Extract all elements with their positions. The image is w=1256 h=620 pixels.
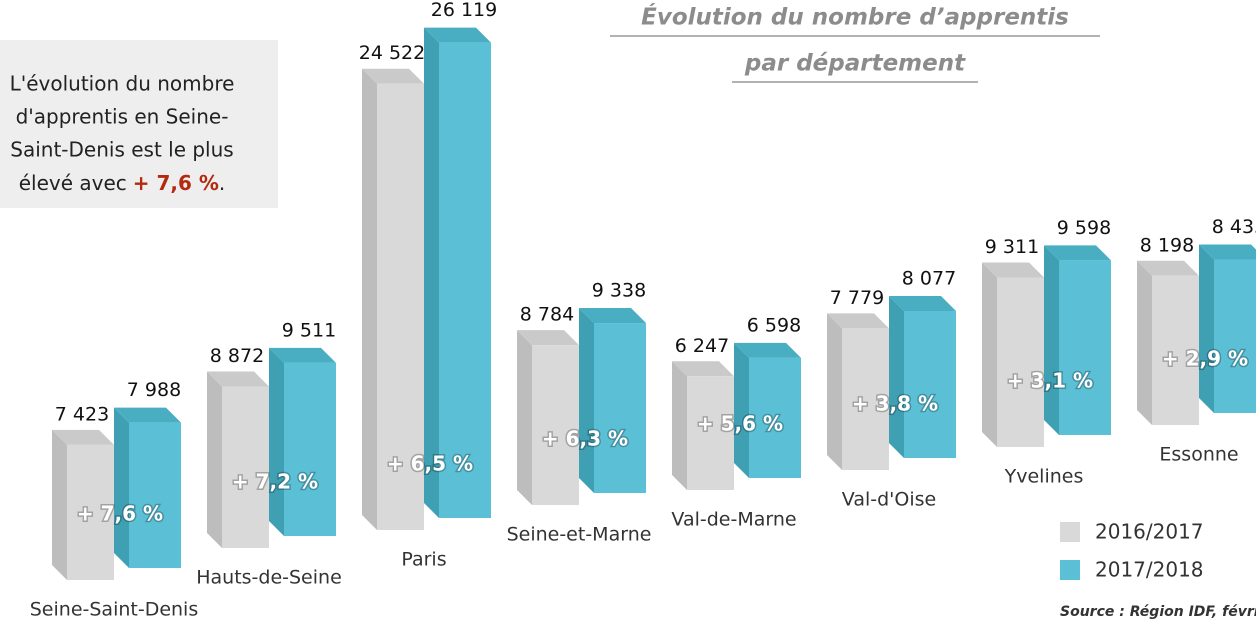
bar-top — [1044, 245, 1111, 261]
bar — [687, 376, 734, 490]
box-text: L'évolution du nombre — [10, 72, 235, 96]
bar-side — [1044, 245, 1059, 435]
bar-side — [982, 262, 997, 447]
bar-side — [827, 313, 842, 470]
bar-top — [424, 27, 491, 43]
bar-top — [207, 371, 269, 387]
growth-label: + 7,6 % — [77, 502, 163, 526]
growth-label: + 5,6 % — [697, 412, 783, 436]
bar-side — [424, 27, 439, 519]
value-label: 9 511 — [282, 319, 336, 341]
growth-label: + 6,5 % — [387, 452, 473, 476]
bar — [997, 277, 1044, 447]
bar-top — [517, 330, 579, 346]
bar — [67, 444, 114, 580]
value-label: 8 784 — [520, 304, 574, 326]
box-text: d'apprentis en Seine- — [16, 105, 229, 129]
bar — [377, 83, 424, 531]
category-label: Paris — [401, 549, 446, 571]
bar-side — [889, 295, 904, 458]
bar-top — [114, 407, 181, 423]
category-label: Seine-et-Marne — [507, 524, 652, 546]
source: Source : Région IDF, févri — [1060, 604, 1256, 620]
bar — [594, 323, 646, 493]
bar — [904, 310, 956, 458]
value-label: 9 311 — [985, 236, 1039, 258]
bar-side — [517, 330, 532, 505]
bar-top — [734, 342, 801, 358]
value-label: 26 119 — [431, 0, 497, 21]
value-label: 8 872 — [210, 345, 264, 367]
value-label: 8 077 — [902, 267, 956, 289]
bar — [129, 422, 181, 568]
growth-label: + 2,9 % — [1162, 347, 1248, 371]
box-text: . — [219, 171, 225, 195]
box-text: élevé avec — [19, 171, 127, 195]
legend-swatch — [1060, 560, 1080, 580]
bar-top — [889, 295, 956, 311]
bar — [749, 357, 801, 478]
bar-side — [52, 429, 67, 580]
bar-side — [362, 68, 377, 531]
bar-side — [579, 308, 594, 493]
bar-top — [1199, 244, 1256, 260]
bar-top — [1137, 260, 1199, 276]
legend-label: 2017/2018 — [1095, 558, 1204, 582]
bar-top — [269, 347, 336, 363]
chart-title: Évolution du nombre d’apprentis — [641, 3, 1069, 31]
bar — [222, 386, 269, 548]
bar-side — [207, 371, 222, 548]
category-label: Val-d'Oise — [842, 489, 936, 511]
value-label: 7 988 — [127, 379, 181, 401]
bar — [1152, 275, 1199, 425]
chart-title: par département — [744, 51, 966, 77]
bar-side — [734, 342, 749, 478]
box-text: élevé avec + 7,6 %. — [19, 171, 226, 195]
value-label: 9 338 — [592, 280, 646, 302]
text-box — [0, 40, 278, 208]
value-label: 6 598 — [747, 314, 801, 336]
value-label: 9 598 — [1057, 217, 1111, 239]
growth-label: + 6,3 % — [542, 427, 628, 451]
box-text: Saint-Denis est le plus — [10, 138, 233, 162]
bar-side — [269, 347, 284, 536]
bar-top — [52, 429, 114, 445]
bar-side — [114, 407, 129, 568]
bar — [1059, 260, 1111, 435]
bar-side — [672, 361, 687, 490]
bar — [1214, 259, 1256, 413]
value-label: 6 247 — [675, 335, 729, 357]
category-label: Hauts-de-Seine — [196, 567, 342, 589]
bar-top — [362, 68, 424, 84]
bar — [284, 362, 336, 536]
category-label: Yvelines — [1004, 466, 1084, 488]
category-label: Val-de-Marne — [671, 509, 796, 531]
bar — [439, 42, 491, 518]
bar-top — [672, 361, 734, 377]
legend-swatch — [1060, 522, 1080, 542]
growth-label: + 3,8 % — [852, 392, 938, 416]
growth-label: + 3,1 % — [1007, 369, 1093, 393]
value-label: 7 779 — [830, 287, 884, 309]
category-label: Seine-Saint-Denis — [30, 599, 199, 620]
value-label: 7 423 — [55, 403, 109, 425]
growth-label: + 7,2 % — [232, 470, 318, 494]
value-label: 8 198 — [1140, 234, 1194, 256]
value-label: 24 522 — [359, 42, 425, 64]
bar — [532, 345, 579, 505]
bar-side — [1137, 260, 1152, 425]
value-label: 8 433 — [1212, 216, 1256, 238]
category-label: Essonne — [1159, 444, 1238, 466]
bar-top — [982, 262, 1044, 278]
legend-label: 2016/2017 — [1095, 520, 1204, 544]
bar — [842, 328, 889, 470]
bar-top — [827, 313, 889, 329]
bar-top — [579, 308, 646, 324]
bar-side — [1199, 244, 1214, 413]
box-highlight: + 7,6 % — [133, 171, 219, 195]
